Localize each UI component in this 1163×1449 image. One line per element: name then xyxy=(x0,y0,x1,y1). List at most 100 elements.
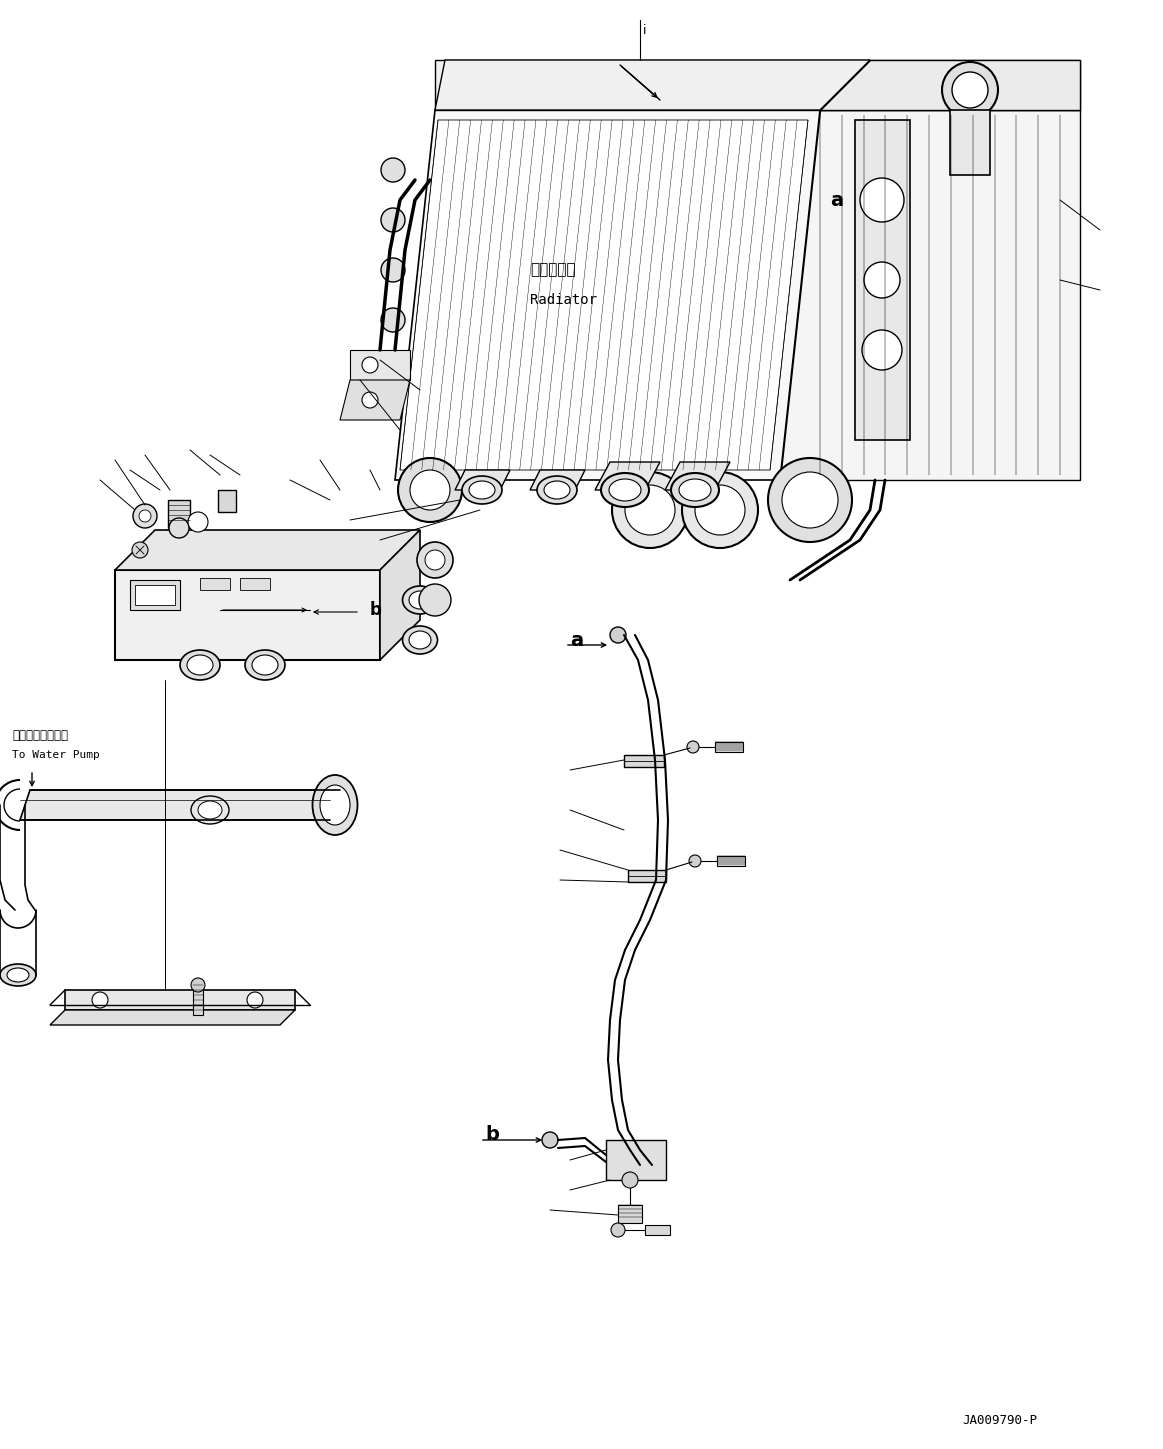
Text: Radiator: Radiator xyxy=(530,293,597,307)
Ellipse shape xyxy=(187,655,213,675)
Ellipse shape xyxy=(180,651,220,680)
Polygon shape xyxy=(50,1010,295,1024)
Bar xyxy=(200,578,230,590)
Polygon shape xyxy=(665,462,730,490)
Text: a: a xyxy=(830,190,843,210)
Circle shape xyxy=(682,472,758,548)
Circle shape xyxy=(611,1223,625,1237)
Polygon shape xyxy=(530,469,585,490)
Bar xyxy=(950,110,990,175)
Circle shape xyxy=(419,584,451,616)
Polygon shape xyxy=(595,462,659,490)
Text: ウォータポンプへ: ウォータポンプへ xyxy=(12,729,67,742)
Polygon shape xyxy=(350,351,411,380)
Text: a: a xyxy=(570,630,583,649)
Ellipse shape xyxy=(402,585,437,614)
Circle shape xyxy=(381,209,405,232)
Text: JA009790-P: JA009790-P xyxy=(963,1414,1037,1426)
Ellipse shape xyxy=(409,591,431,609)
Circle shape xyxy=(424,551,445,569)
Circle shape xyxy=(611,627,626,643)
Ellipse shape xyxy=(313,775,357,835)
Ellipse shape xyxy=(544,481,570,498)
Circle shape xyxy=(864,262,900,298)
Circle shape xyxy=(92,993,108,1009)
Bar xyxy=(625,755,664,767)
Circle shape xyxy=(542,1132,558,1148)
Circle shape xyxy=(188,511,208,532)
Polygon shape xyxy=(115,569,380,659)
Circle shape xyxy=(140,510,151,522)
Circle shape xyxy=(169,517,190,538)
Ellipse shape xyxy=(671,472,719,507)
Polygon shape xyxy=(435,59,870,110)
Circle shape xyxy=(695,485,745,535)
Ellipse shape xyxy=(402,626,437,653)
Polygon shape xyxy=(380,530,420,659)
Polygon shape xyxy=(780,110,1080,480)
Circle shape xyxy=(859,178,904,222)
Circle shape xyxy=(398,458,462,522)
Text: b: b xyxy=(370,601,381,619)
Bar xyxy=(240,578,270,590)
Circle shape xyxy=(688,855,701,867)
Circle shape xyxy=(418,542,454,578)
Bar xyxy=(628,869,666,882)
Circle shape xyxy=(191,978,205,993)
Ellipse shape xyxy=(7,968,29,982)
Circle shape xyxy=(952,72,989,109)
Ellipse shape xyxy=(601,472,649,507)
Polygon shape xyxy=(455,469,511,490)
Bar xyxy=(167,500,190,527)
Circle shape xyxy=(131,542,148,558)
Circle shape xyxy=(625,485,675,535)
Bar xyxy=(645,1224,670,1235)
Ellipse shape xyxy=(252,655,278,675)
Circle shape xyxy=(381,309,405,332)
Ellipse shape xyxy=(409,630,431,649)
Text: To Water Pump: To Water Pump xyxy=(12,751,100,759)
Ellipse shape xyxy=(537,477,577,504)
Ellipse shape xyxy=(198,801,222,819)
Polygon shape xyxy=(20,790,340,820)
Text: ラジエータ: ラジエータ xyxy=(530,262,576,278)
Circle shape xyxy=(247,993,263,1009)
Polygon shape xyxy=(435,59,1080,110)
Bar xyxy=(193,985,204,1014)
Ellipse shape xyxy=(0,964,36,985)
Bar xyxy=(715,742,743,752)
Bar xyxy=(718,856,745,867)
Circle shape xyxy=(942,62,998,117)
Circle shape xyxy=(622,1172,638,1188)
Circle shape xyxy=(862,330,902,369)
Ellipse shape xyxy=(679,480,711,501)
Ellipse shape xyxy=(609,480,641,501)
Ellipse shape xyxy=(320,785,350,824)
Circle shape xyxy=(782,472,839,527)
Circle shape xyxy=(381,258,405,283)
Bar xyxy=(618,1206,642,1223)
Bar xyxy=(606,1140,666,1179)
Circle shape xyxy=(768,458,852,542)
Bar xyxy=(130,580,180,610)
Polygon shape xyxy=(340,380,411,420)
Text: b: b xyxy=(485,1126,499,1145)
Circle shape xyxy=(687,740,699,753)
Ellipse shape xyxy=(245,651,285,680)
Circle shape xyxy=(612,472,688,548)
Ellipse shape xyxy=(469,481,495,498)
Polygon shape xyxy=(115,530,420,569)
Circle shape xyxy=(133,504,157,527)
Polygon shape xyxy=(400,120,808,469)
Text: i: i xyxy=(643,23,647,36)
Bar xyxy=(855,120,909,440)
Polygon shape xyxy=(820,59,1080,110)
Bar xyxy=(217,490,236,511)
Circle shape xyxy=(362,393,378,409)
Polygon shape xyxy=(65,990,295,1010)
Ellipse shape xyxy=(462,477,502,504)
Bar xyxy=(135,585,174,606)
Ellipse shape xyxy=(191,796,229,824)
Circle shape xyxy=(381,158,405,183)
Polygon shape xyxy=(395,110,820,480)
